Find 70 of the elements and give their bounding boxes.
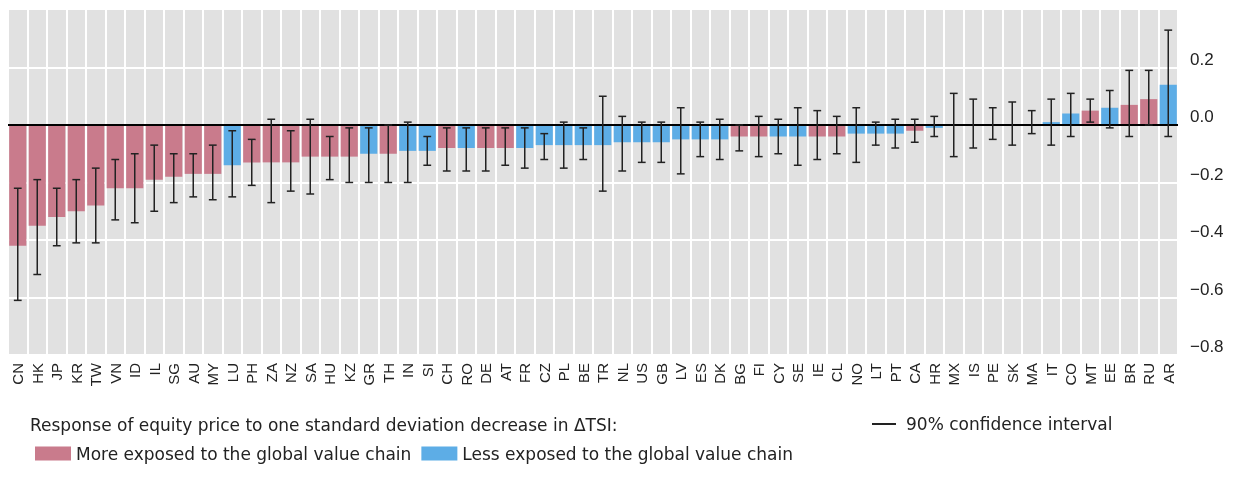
x-tick-label: FR (516, 362, 534, 383)
x-tick-label: US (633, 363, 651, 384)
x-tick-label: IL (145, 363, 163, 376)
legend-label: Less exposed to the global value chain (462, 443, 793, 464)
y-tick-label: −0.2 (1190, 164, 1224, 184)
x-tick-label: LT (867, 363, 885, 380)
x-tick-label: HR (925, 362, 943, 385)
x-tick-label: LU (223, 363, 241, 383)
x-tick-label: CN (9, 363, 27, 385)
x-tick-label: KR (67, 362, 85, 384)
x-tick-label: TH (379, 363, 397, 383)
x-tick-label: CO (1062, 363, 1080, 386)
y-tick-label: −0.4 (1190, 222, 1224, 241)
x-tick-label: DK (711, 363, 729, 384)
x-tick-label: ZA (262, 363, 280, 383)
x-tick-label: CZ (535, 363, 553, 383)
x-tick-label: DE (477, 363, 495, 384)
x-tick-label: IN (399, 363, 417, 378)
x-tick-label: RO (457, 363, 475, 386)
x-tick-label: AU (184, 363, 202, 384)
x-tick-label: CH (438, 363, 456, 385)
x-tick-label: JP (48, 363, 66, 381)
x-tick-label: SE (789, 363, 807, 384)
legend-label: More exposed to the global value chain (76, 443, 412, 464)
y-tick-label: −0.8 (1190, 337, 1224, 356)
x-tick-label: BR (1120, 362, 1138, 384)
legend-title: Response of equity price to one standard deviation decrease in ΔTSI: (30, 414, 618, 435)
x-tick-label: IS (964, 363, 982, 378)
y-tick-label: 0.0 (1190, 107, 1214, 126)
x-tick-label: LV (672, 363, 690, 381)
x-tick-label: AT (496, 363, 514, 382)
x-tick-label: ID (126, 362, 144, 378)
x-tick-label: HK (28, 363, 46, 384)
x-tick-label: HU (321, 363, 339, 385)
x-tick-label: MA (1023, 363, 1041, 386)
text: 90% confidence interval (906, 414, 1113, 434)
y-tick-label: 0.2 (1190, 49, 1214, 69)
x-tick-label: MY (204, 363, 222, 386)
x-tick-label: SK (1003, 363, 1021, 384)
x-tick-label: CY (769, 363, 787, 384)
x-tick-label: KZ (340, 363, 358, 383)
x-tick-label: PL (555, 363, 573, 382)
x-tick-label: TW (87, 362, 105, 387)
x-tick-label: ES (691, 363, 709, 384)
x-tick-label: VN (106, 363, 124, 384)
x-tick-label: GB (652, 363, 670, 385)
x-tick-label: CL (828, 363, 846, 383)
x-tick-label: SI (418, 363, 436, 378)
x-tick-label: PH (243, 363, 261, 384)
x-tick-label: IE (808, 363, 826, 378)
x-tick-label: SA (301, 363, 319, 384)
x-tick-label: MT (1081, 363, 1099, 385)
x-tick-label: NZ (282, 363, 300, 383)
x-tick-label: CA (906, 363, 924, 384)
x-tick-label: FI (750, 363, 768, 377)
x-tick-label: PE (984, 363, 1002, 384)
x-tick-label: RU (1140, 363, 1158, 385)
x-tick-label: MX (945, 363, 963, 386)
x-tick-label: PT (886, 363, 904, 383)
x-tick-label: NL (613, 363, 631, 383)
x-tick-label: SG (165, 363, 183, 385)
y-tick-label: −0.6 (1190, 279, 1224, 299)
x-tick-label: NO (847, 363, 865, 386)
x-tick-label: BG (730, 363, 748, 385)
x-tick-label: EE (1101, 363, 1119, 384)
x-tick-label: TR (594, 362, 612, 383)
x-tick-label: IT (1042, 363, 1060, 377)
x-tick-label: AR (1159, 362, 1177, 384)
x-tick-label: GR (360, 362, 378, 386)
x-tick-label: BE (574, 363, 592, 384)
